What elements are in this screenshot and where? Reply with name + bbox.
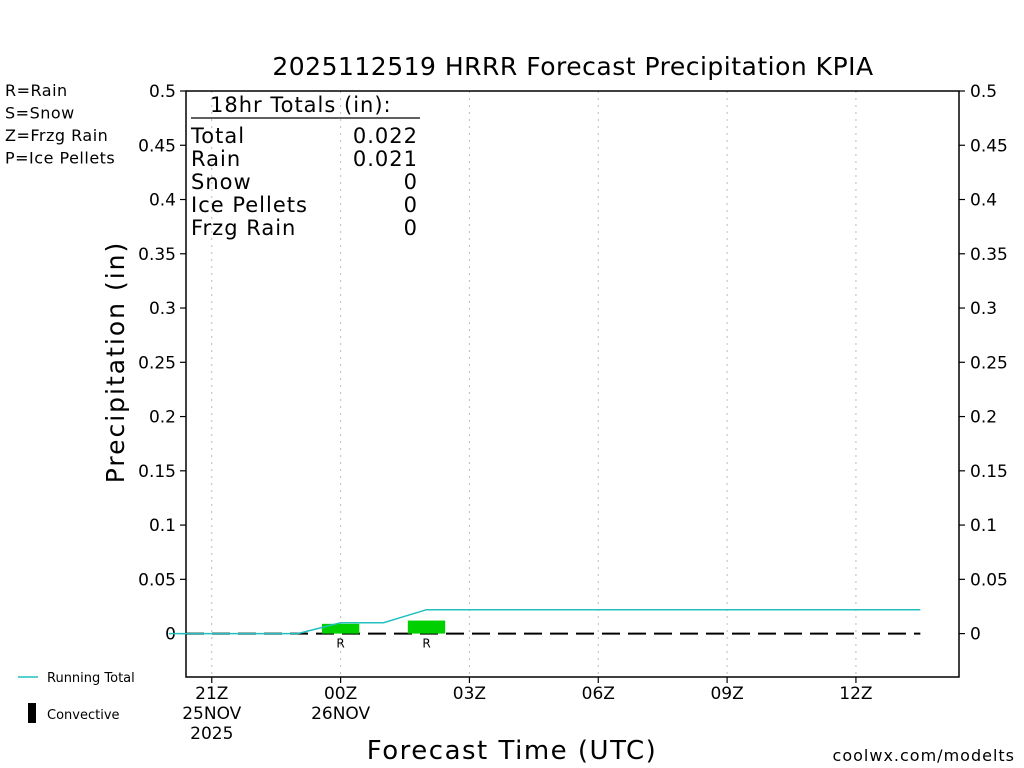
- y-tick-label-left-7: 0.15: [138, 462, 176, 482]
- precip-bar-0: [321, 623, 360, 634]
- precip-bar-type-1: R: [422, 637, 430, 651]
- totals-value-4: 0: [404, 216, 418, 240]
- y-tick-label-left-9: 0.05: [138, 570, 176, 590]
- totals-label-2: Snow: [191, 170, 252, 194]
- totals-value-3: 0: [404, 193, 418, 217]
- plot-frame: [185, 90, 960, 678]
- y-tick-label-left-4: 0.3: [149, 299, 176, 319]
- y-tick-label-right-4: 0.3: [970, 299, 997, 319]
- y-tick-label-left-2: 0.4: [149, 191, 176, 211]
- y-axis-title: Precipitation (in): [101, 241, 130, 484]
- y-tick-label-left-3: 0.35: [138, 245, 176, 265]
- y-tick-label-right-0: 0.5: [970, 82, 997, 102]
- totals-value-1: 0.021: [353, 147, 418, 171]
- legend-type-0: R=Rain: [5, 81, 68, 100]
- totals-value-0: 0.022: [353, 124, 418, 148]
- y-tick-label-left-0: 0.5: [149, 82, 176, 102]
- running-total-series: [168, 608, 921, 635]
- y-tick-label-right-1: 0.45: [970, 136, 1008, 156]
- legend-type-1: S=Snow: [5, 104, 75, 123]
- totals-label-1: Rain: [191, 147, 241, 171]
- totals-heading: 18hr Totals (in):: [210, 93, 392, 117]
- y-tick-label-right-8: 0.1: [970, 516, 997, 536]
- totals-label-3: Ice Pellets: [191, 193, 308, 217]
- y-tick-label-left-10: 0: [165, 625, 176, 645]
- grid-lines: [211, 91, 857, 677]
- x-tick-label-0-2: 2025: [190, 724, 233, 744]
- running-total-legend-label: Running Total: [47, 671, 135, 686]
- y-tick-label-left-6: 0.2: [149, 408, 176, 428]
- y-tick-label-right-2: 0.4: [970, 191, 997, 211]
- convective-legend-label: Convective: [47, 708, 120, 723]
- y-tick-label-right-10: 0: [970, 625, 981, 645]
- totals-label-0: Total: [190, 124, 245, 148]
- x-tick-label-2-0: 03Z: [453, 684, 486, 704]
- y-tick-label-right-7: 0.15: [970, 462, 1008, 482]
- legend-type-2: Z=Frzg Rain: [5, 126, 108, 145]
- x-tick-label-4-0: 09Z: [710, 684, 743, 704]
- x-tick-label-0-1: 25NOV: [182, 704, 241, 724]
- totals-label-4: Frzg Rain: [191, 216, 296, 240]
- y-tick-label-left-8: 0.1: [149, 516, 176, 536]
- precip-type-legend: R=Rain S=Snow Z=Frzg Rain P=Ice Pellets: [5, 81, 115, 168]
- precip-bar-1: [407, 620, 446, 634]
- x-tick-label-1-0: 00Z: [324, 684, 357, 704]
- x-tick-label-0-0: 21Z: [195, 684, 228, 704]
- credit-text: coolwx.com/modelts: [833, 746, 1015, 765]
- y-tick-label-right-9: 0.05: [970, 570, 1008, 590]
- x-tick-label-5-0: 12Z: [839, 684, 872, 704]
- y-axis-left: 0.5 0.45 0.4 0.35 0.3 0.25 0.2 0.15 0.1 0.05 0: [138, 82, 186, 645]
- y-tick-label-right-3: 0.35: [970, 245, 1008, 265]
- legend-type-3: P=Ice Pellets: [5, 149, 115, 168]
- totals-value-2: 0: [404, 170, 418, 194]
- y-tick-label-left-1: 0.45: [138, 136, 176, 156]
- y-axis-right: 0.5 0.45 0.4 0.35 0.3 0.25 0.2 0.15 0.1 0.05 0: [959, 82, 1008, 645]
- running-total-line: [168, 608, 921, 635]
- precip-bar-type-0: R: [336, 637, 344, 651]
- x-axis-title: Forecast Time (UTC): [367, 736, 658, 766]
- y-tick-label-left-5: 0.25: [138, 353, 176, 373]
- totals-box: 18hr Totals (in): Total 0.022 Rain 0.021 Sno…: [190, 93, 420, 240]
- x-tick-label-3-0: 06Z: [582, 684, 615, 704]
- convective-legend-swatch: [28, 703, 36, 723]
- y-tick-label-right-6: 0.2: [970, 408, 997, 428]
- chart-title: 2025112519 HRRR Forecast Precipitation K…: [272, 52, 873, 81]
- x-tick-label-1-1: 26NOV: [311, 704, 370, 724]
- y-tick-label-right-5: 0.25: [970, 353, 1008, 373]
